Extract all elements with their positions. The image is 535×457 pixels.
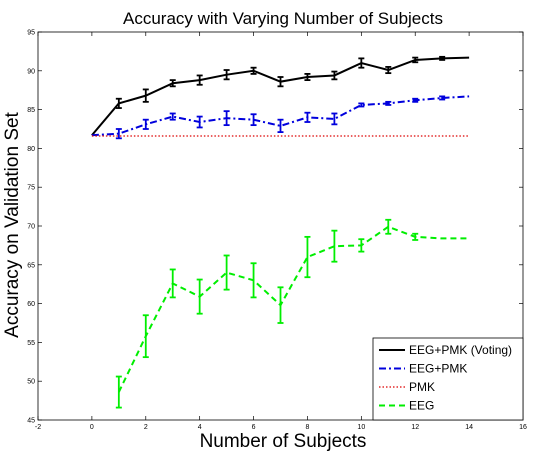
y-axis-label: Accuracy on Validation Set <box>2 111 23 337</box>
series-0 <box>91 55 470 136</box>
y-tick-label: 50 <box>27 379 35 386</box>
x-tick-label: 16 <box>519 424 527 431</box>
error-bar <box>358 57 365 69</box>
error-bar <box>385 100 392 106</box>
error-bar <box>115 375 122 409</box>
legend-label: EEG <box>409 399 434 413</box>
error-bar <box>304 73 311 82</box>
y-tick-label: 65 <box>27 262 35 269</box>
error-bar <box>169 112 176 121</box>
error-bar <box>142 88 149 103</box>
x-tick-label: 12 <box>411 424 419 431</box>
x-tick-label: 14 <box>465 424 473 431</box>
error-bar <box>304 111 311 123</box>
chart-title: Accuracy with Varying Number of Subjects <box>123 9 443 28</box>
error-bar <box>439 55 446 61</box>
y-tick-label: 60 <box>27 301 35 308</box>
error-bar <box>412 232 419 241</box>
error-bar <box>223 254 230 291</box>
error-bar <box>196 74 203 86</box>
error-bar <box>169 79 176 88</box>
error-bar <box>358 238 365 253</box>
error-bar <box>250 262 257 299</box>
y-tick-label: 95 <box>27 30 35 37</box>
y-tick-label: 70 <box>27 224 35 231</box>
error-bar <box>250 66 257 75</box>
error-bar <box>385 218 392 235</box>
error-bar <box>358 102 365 108</box>
legend-label: EEG+PMK <box>409 362 467 376</box>
error-bar <box>196 115 203 129</box>
y-tick-label: 85 <box>27 107 35 114</box>
error-bar <box>277 286 284 324</box>
y-tick-label: 90 <box>27 68 35 75</box>
y-tick-label: 75 <box>27 185 35 192</box>
error-bar <box>142 118 149 130</box>
error-bar <box>277 76 284 88</box>
error-bar <box>331 112 338 126</box>
error-bar <box>439 95 446 101</box>
error-bar <box>115 128 122 140</box>
legend-label: PMK <box>409 380 435 394</box>
legend-box <box>372 337 524 421</box>
error-bar <box>304 235 311 279</box>
error-bar <box>142 314 149 359</box>
legend-label: EEG+PMK (Voting) <box>409 343 512 357</box>
error-bar <box>277 118 284 134</box>
error-bar <box>196 278 203 315</box>
error-bar <box>331 70 338 81</box>
series-layer <box>91 55 470 409</box>
series-3 <box>115 218 470 409</box>
y-tick-label: 55 <box>27 340 35 347</box>
x-tick-label: 2 <box>144 424 148 431</box>
x-tick-label: 0 <box>90 424 94 431</box>
legend: EEG+PMK (Voting) EEG+PMK PMK EEG <box>372 337 524 421</box>
y-tick-label: 45 <box>27 418 35 425</box>
x-tick-label: -2 <box>35 424 41 431</box>
x-tick-label: 4 <box>198 424 202 431</box>
series-line <box>91 95 470 137</box>
error-bar <box>331 229 338 263</box>
error-bar <box>169 268 176 299</box>
error-bar <box>412 97 419 103</box>
x-tick-label: 6 <box>252 424 256 431</box>
error-bar <box>385 66 392 75</box>
x-axis-label: Number of Subjects <box>200 431 367 452</box>
error-bar <box>223 110 230 127</box>
series-1 <box>91 95 470 140</box>
y-tick-label: 80 <box>27 146 35 153</box>
x-tick-label: 10 <box>357 424 365 431</box>
x-tick-label: 8 <box>305 424 309 431</box>
error-bar <box>250 113 257 127</box>
error-bar <box>223 69 230 81</box>
error-bar <box>412 56 419 64</box>
error-bar <box>115 97 122 109</box>
